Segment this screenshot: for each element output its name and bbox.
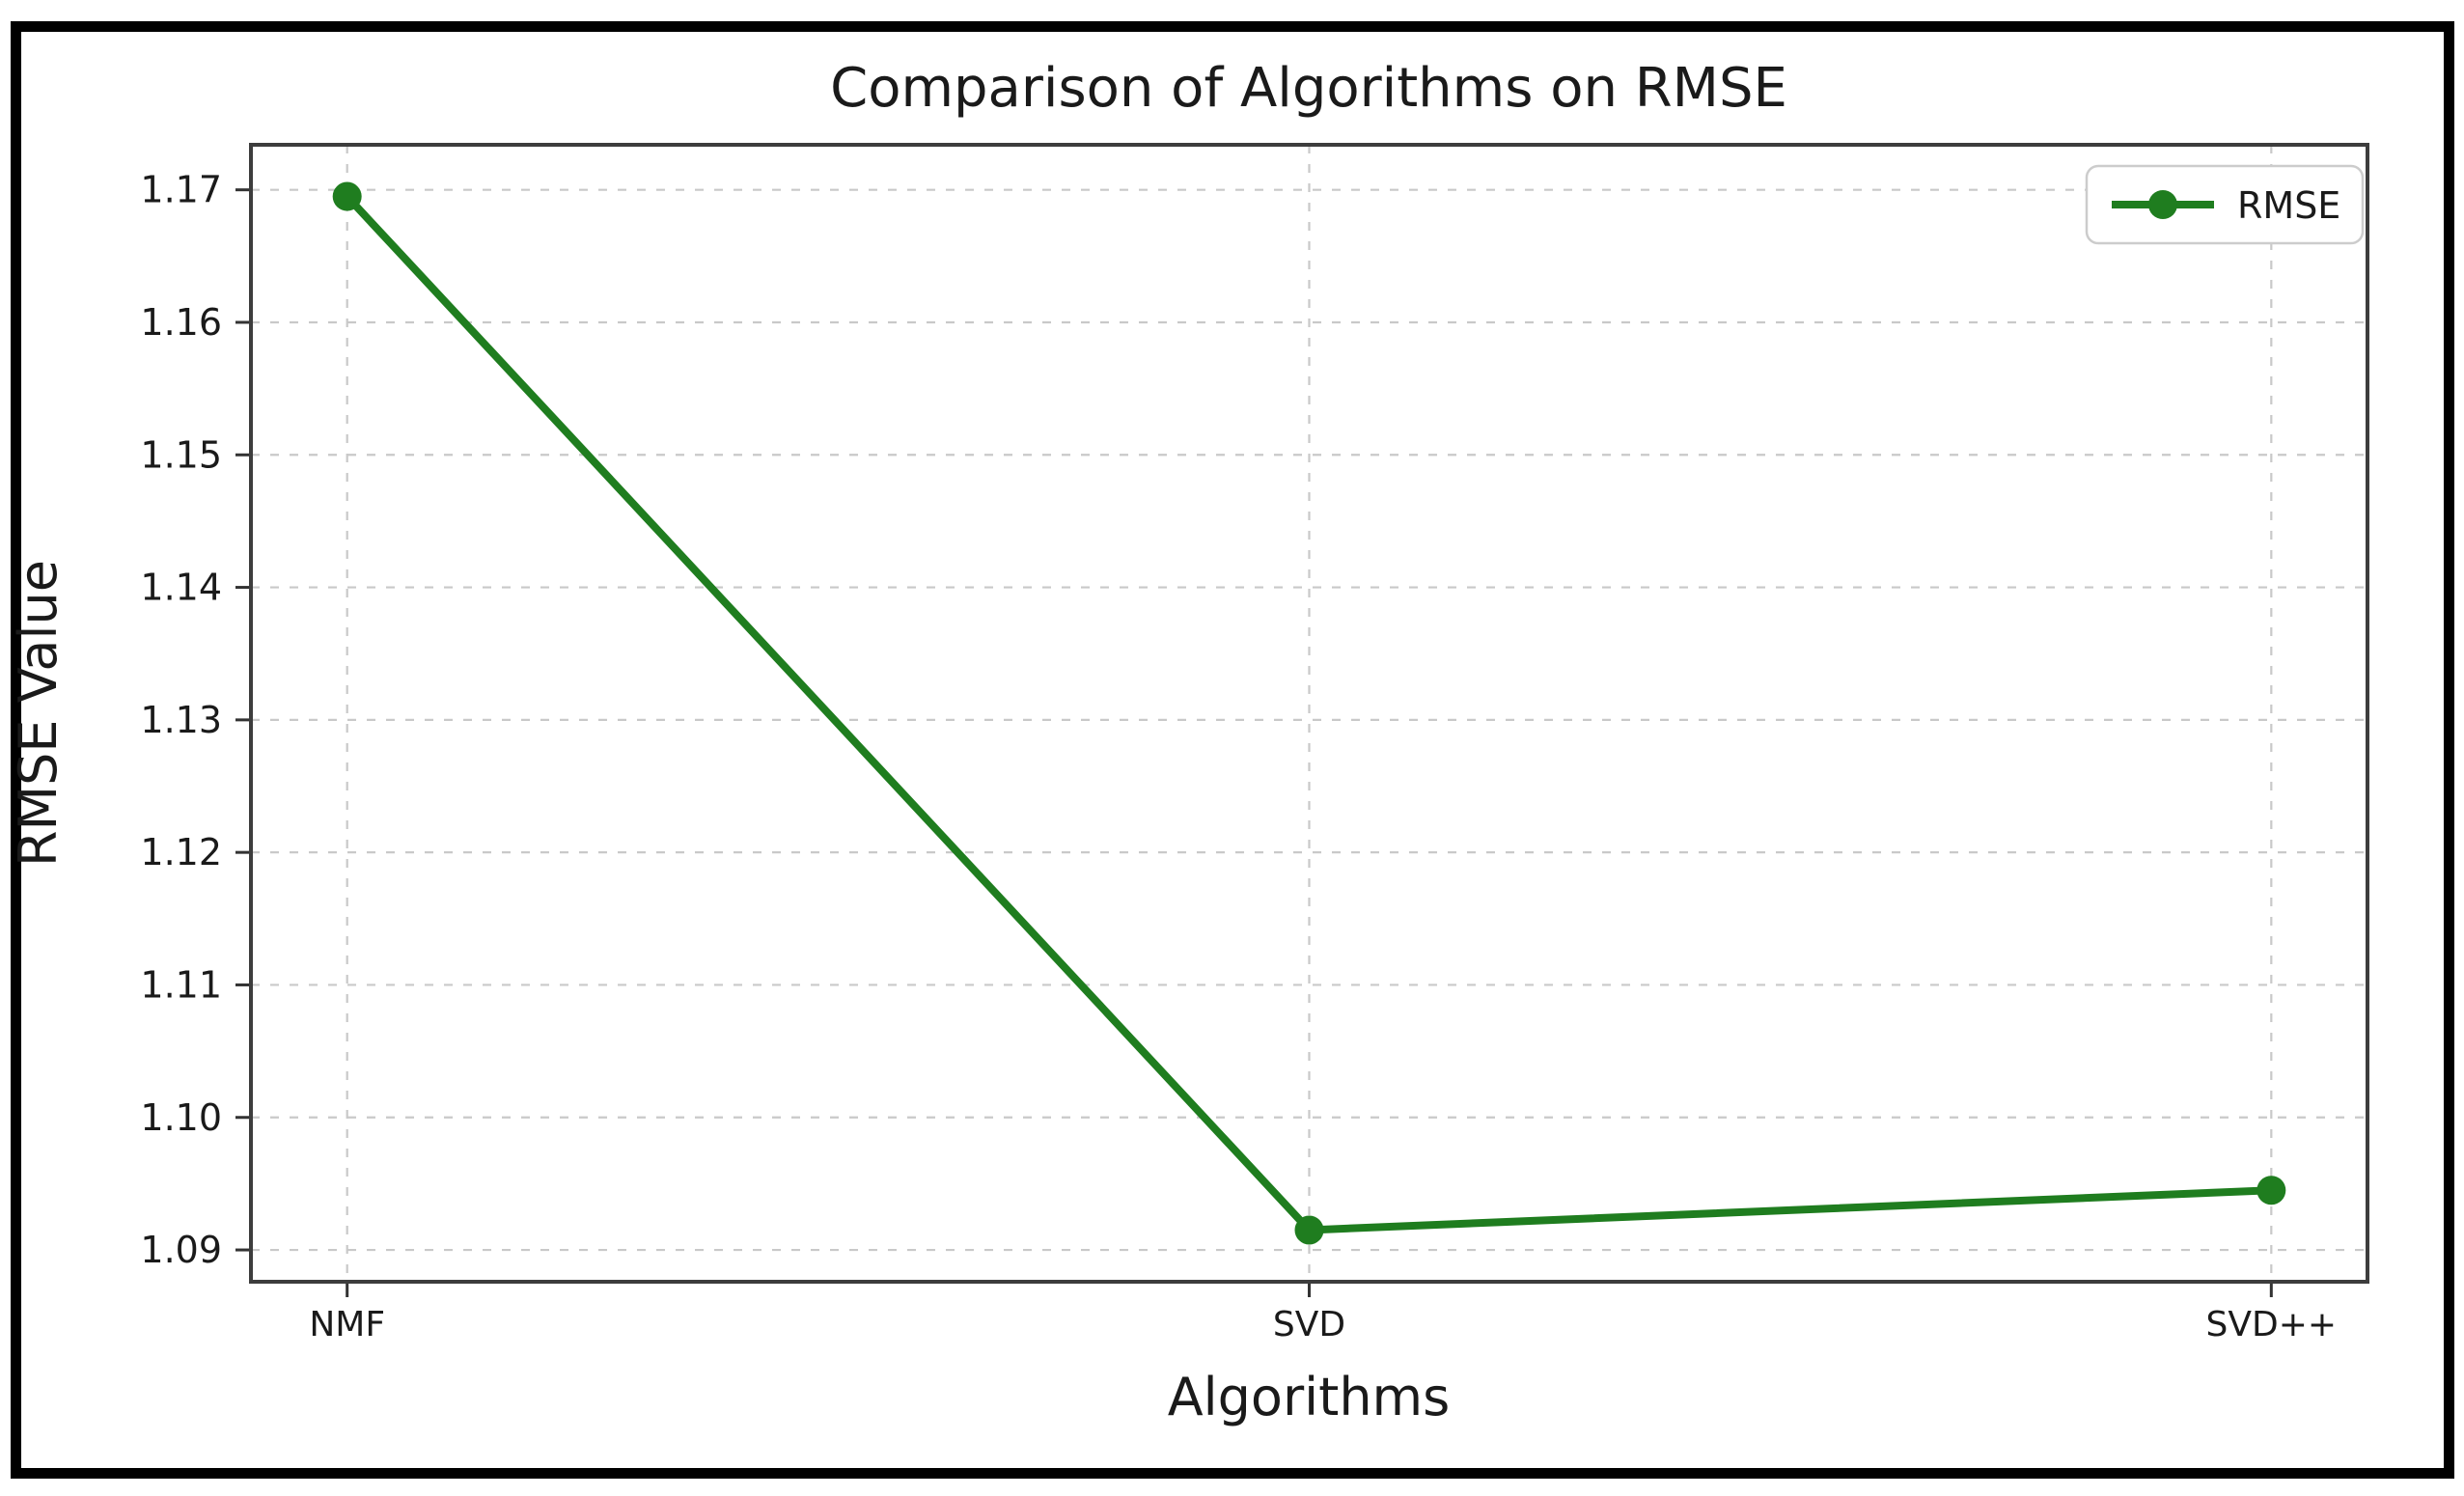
- x-tick-labels: NMF SVD SVD++: [309, 1305, 2337, 1344]
- x-tick-label: SVD++: [2206, 1305, 2338, 1344]
- legend-marker-icon: [2148, 190, 2177, 219]
- x-tick-label: NMF: [309, 1305, 385, 1344]
- y-tick-label: 1.13: [140, 699, 222, 741]
- gridlines: [251, 145, 2367, 1282]
- data-point-marker: [2256, 1176, 2286, 1205]
- plot-area: [235, 143, 2369, 1297]
- x-axis-label: Algorithms: [1168, 1367, 1451, 1427]
- y-tick-label: 1.12: [140, 831, 222, 873]
- y-axis-label: RMSE Value: [8, 560, 69, 867]
- legend-label-rmse: RMSE: [2237, 184, 2340, 227]
- y-tick-label: 1.17: [140, 169, 222, 211]
- y-tick-label: 1.10: [140, 1096, 222, 1139]
- chart-title: Comparison of Algorithms on RMSE: [830, 57, 1787, 120]
- y-tick-label: 1.14: [140, 567, 222, 609]
- y-tick-label: 1.16: [140, 301, 222, 344]
- data-point-marker: [1294, 1215, 1324, 1245]
- plot-frame: [249, 143, 2369, 1284]
- y-tick-label: 1.09: [140, 1229, 222, 1271]
- axis-ticks: [235, 188, 2273, 1297]
- x-tick-label: SVD: [1273, 1305, 1345, 1344]
- y-tick-label: 1.11: [140, 963, 222, 1006]
- legend: RMSE: [2085, 164, 2365, 245]
- y-tick-labels: 1.09 1.10 1.11 1.12 1.13 1.14 1.15 1.16 1.17: [140, 169, 222, 1271]
- legend-box: [2085, 164, 2365, 245]
- rmse-line-series: [332, 181, 2286, 1245]
- y-tick-label: 1.15: [140, 433, 222, 476]
- data-point-marker: [332, 181, 362, 211]
